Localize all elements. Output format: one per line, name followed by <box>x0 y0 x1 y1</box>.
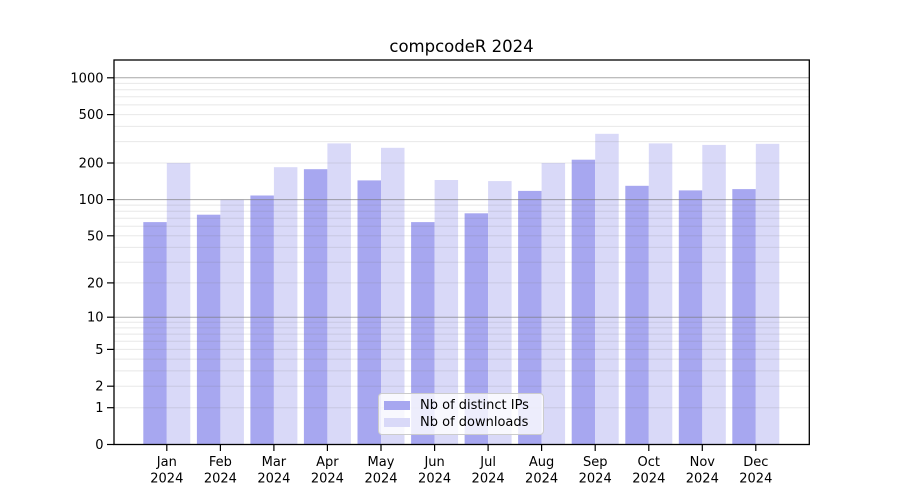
legend: Nb of distinct IPs Nb of downloads <box>378 393 544 435</box>
bar-mar-distinct-ips <box>250 195 274 445</box>
bar-feb-downloads <box>220 199 244 445</box>
x-tick-label-year-oct: 2024 <box>632 472 665 487</box>
x-tick-label-year-apr: 2024 <box>311 472 344 487</box>
legend-label-downloads: Nb of downloads <box>420 414 529 430</box>
x-tick-label-month-jun: Jun <box>423 455 444 470</box>
x-tick-label-month-nov: Nov <box>690 455 716 470</box>
legend-swatch-distinct-ips <box>384 401 410 411</box>
bar-sep-distinct-ips <box>571 159 596 445</box>
y-tick-label-50: 50 <box>87 229 104 244</box>
y-tick-label-100: 100 <box>79 193 104 208</box>
bar-sep-downloads <box>595 133 619 445</box>
bar-may-distinct-ips <box>357 180 381 445</box>
x-tick-label-year-jun: 2024 <box>418 472 451 487</box>
legend-swatch-downloads <box>384 417 410 427</box>
x-tick-label-month-oct: Oct <box>638 455 660 470</box>
bar-jul-downloads <box>488 181 512 445</box>
bar-jun-distinct-ips <box>411 222 435 445</box>
x-tick-label-year-aug: 2024 <box>525 472 558 487</box>
bar-may-downloads <box>381 147 405 445</box>
x-tick-label-month-feb: Feb <box>209 455 232 470</box>
x-tick-label-year-feb: 2024 <box>204 472 237 487</box>
x-tick-label-month-mar: Mar <box>262 455 287 470</box>
bar-oct-distinct-ips <box>625 185 649 445</box>
x-tick-label-month-apr: Apr <box>316 455 339 470</box>
x-tick-label-year-jan: 2024 <box>150 472 183 487</box>
bar-jan-distinct-ips <box>143 222 167 445</box>
legend-item-distinct-ips: Nb of distinct IPs <box>384 399 537 412</box>
bar-mar-downloads <box>273 167 298 445</box>
x-tick-label-year-sep: 2024 <box>579 472 612 487</box>
bar-aug-downloads <box>541 163 566 445</box>
x-tick-label-month-may: May <box>368 455 395 470</box>
y-tick-label-2: 2 <box>95 380 103 395</box>
bar-apr-downloads <box>327 143 351 445</box>
y-tick-label-5: 5 <box>95 343 103 358</box>
legend-label-distinct-ips: Nb of distinct IPs <box>420 398 529 414</box>
y-tick-label-10: 10 <box>87 311 104 326</box>
bar-jun-downloads <box>434 180 459 445</box>
x-tick-label-year-dec: 2024 <box>739 472 772 487</box>
plot-border <box>113 59 810 446</box>
x-tick-label-month-jan: Jan <box>156 455 177 470</box>
legend-item-downloads: Nb of downloads <box>384 416 537 429</box>
bar-jul-distinct-ips <box>464 213 489 445</box>
bar-feb-distinct-ips <box>196 214 221 445</box>
y-tick-label-200: 200 <box>79 157 104 172</box>
x-tick-label-year-mar: 2024 <box>257 472 290 487</box>
x-tick-label-month-sep: Sep <box>583 455 608 470</box>
y-tick-label-1000: 1000 <box>70 71 103 86</box>
x-tick-label-year-may: 2024 <box>364 472 397 487</box>
y-tick-label-1: 1 <box>95 401 103 416</box>
bar-oct-downloads <box>648 143 673 445</box>
x-tick-label-month-aug: Aug <box>529 455 554 470</box>
bar-apr-distinct-ips <box>303 169 328 445</box>
bar-jan-downloads <box>166 163 191 445</box>
x-tick-label-month-jul: Jul <box>479 455 496 470</box>
x-tick-label-year-jul: 2024 <box>472 472 505 487</box>
x-tick-label-month-dec: Dec <box>743 455 768 470</box>
bar-dec-downloads <box>755 143 780 445</box>
x-tick-label-year-nov: 2024 <box>686 472 719 487</box>
bar-nov-downloads <box>702 144 726 445</box>
y-tick-label-20: 20 <box>87 276 104 291</box>
y-tick-label-500: 500 <box>79 108 104 123</box>
y-tick-label-0: 0 <box>95 438 103 453</box>
chart-title: compcodeR 2024 <box>389 37 534 56</box>
